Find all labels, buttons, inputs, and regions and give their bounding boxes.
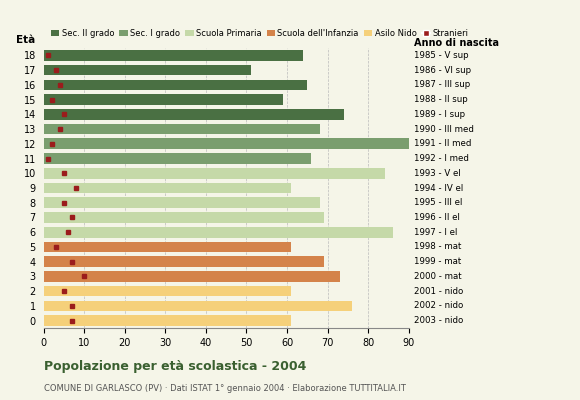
Bar [44,153,311,164]
Bar [44,315,291,326]
Bar [44,198,320,208]
Text: Anno di nascita: Anno di nascita [414,38,499,48]
Text: 1985 - V sup: 1985 - V sup [414,51,469,60]
Text: 1993 - V el: 1993 - V el [414,169,461,178]
Bar [44,138,409,149]
Bar [44,109,344,120]
Bar [44,50,303,61]
Text: 1987 - III sup: 1987 - III sup [414,80,470,89]
Bar [44,227,393,238]
Bar [44,212,324,223]
Text: 1999 - mat: 1999 - mat [414,257,461,266]
Text: 1988 - II sup: 1988 - II sup [414,95,468,104]
Text: 1997 - I el: 1997 - I el [414,228,458,237]
Text: 1986 - VI sup: 1986 - VI sup [414,66,471,75]
Text: 1994 - IV el: 1994 - IV el [414,184,463,192]
Text: 1990 - III med: 1990 - III med [414,124,474,134]
Bar [44,300,352,311]
Text: 2000 - mat: 2000 - mat [414,272,462,281]
Bar [44,286,291,296]
Text: 1995 - III el: 1995 - III el [414,198,462,207]
Bar [44,183,291,193]
Bar [44,256,324,267]
Bar [44,168,385,178]
Text: Popolazione per età scolastica - 2004: Popolazione per età scolastica - 2004 [44,360,306,373]
Text: 1992 - I med: 1992 - I med [414,154,469,163]
Legend: Sec. II grado, Sec. I grado, Scuola Primaria, Scuola dell'Infanzia, Asilo Nido, : Sec. II grado, Sec. I grado, Scuola Prim… [48,25,472,41]
Text: 1989 - I sup: 1989 - I sup [414,110,465,119]
Text: 2002 - nido: 2002 - nido [414,301,463,310]
Text: 2003 - nido: 2003 - nido [414,316,463,325]
Bar [44,242,291,252]
Bar [44,271,340,282]
Text: Età: Età [16,35,35,45]
Text: 1996 - II el: 1996 - II el [414,213,460,222]
Text: 1998 - mat: 1998 - mat [414,242,462,252]
Bar [44,80,307,90]
Bar [44,65,251,76]
Text: 1991 - II med: 1991 - II med [414,139,472,148]
Text: COMUNE DI GARLASCO (PV) · Dati ISTAT 1° gennaio 2004 · Elaborazione TUTTITALIA.I: COMUNE DI GARLASCO (PV) · Dati ISTAT 1° … [44,384,405,393]
Bar [44,94,283,105]
Bar [44,124,320,134]
Text: 2001 - nido: 2001 - nido [414,287,463,296]
